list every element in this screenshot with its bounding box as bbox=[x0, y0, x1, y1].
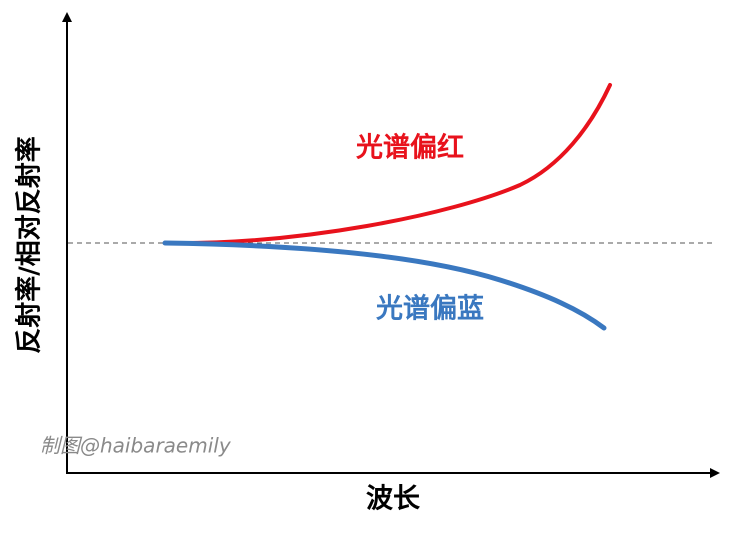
blue-shift-label: 光谱偏蓝 bbox=[375, 293, 484, 325]
red-shift-curve bbox=[163, 83, 612, 246]
x-axis-label: 波长 bbox=[366, 484, 421, 515]
watermark: 制图@haibaraemily bbox=[40, 434, 232, 458]
y-axis-label: 反射率/相对反射率 bbox=[14, 136, 45, 354]
red-shift-label: 光谱偏红 bbox=[355, 132, 464, 164]
blue-shift-curve bbox=[162, 240, 607, 331]
